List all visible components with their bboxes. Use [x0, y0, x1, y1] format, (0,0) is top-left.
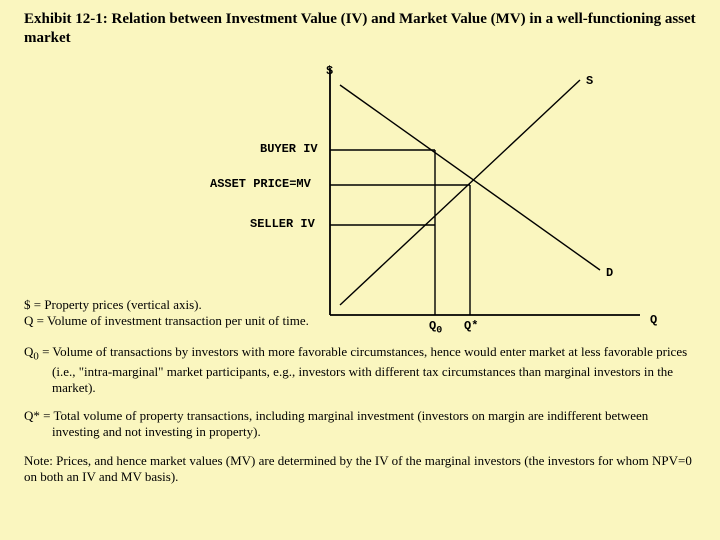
hguide-label-0: BUYER IV — [260, 142, 318, 156]
supply-label: S — [586, 74, 593, 88]
hguide-label-1: ASSET PRICE=MV — [210, 177, 311, 191]
y-axis-label: $ — [326, 64, 333, 78]
demand-label: D — [606, 266, 613, 280]
qstar-explain: Q* = Total volume of property transactio… — [24, 408, 696, 441]
explanations: Q0 = Volume of transactions by investors… — [0, 340, 720, 486]
supply-demand-chart: $ Q S D BUYER IV ASSET PRICE=MV SELLER IV Q0 Q* $… — [0, 50, 720, 340]
q0-text: = Volume of transactions by investors wi… — [42, 344, 687, 395]
x-axis-label: Q — [650, 313, 657, 327]
q0-explain: Q0 = Volume of transactions by investors… — [24, 344, 696, 397]
side-note: $ = Property prices (vertical axis).Q = … — [24, 297, 309, 329]
exhibit-title: Exhibit 12-1: Relation between Investmen… — [0, 0, 720, 50]
hguide-label-2: SELLER IV — [250, 217, 315, 231]
qstar-axis-label: Q* — [464, 319, 478, 333]
note-explain: Note: Prices, and hence market values (M… — [24, 453, 696, 486]
q0-axis-label: Q0 — [429, 319, 442, 336]
